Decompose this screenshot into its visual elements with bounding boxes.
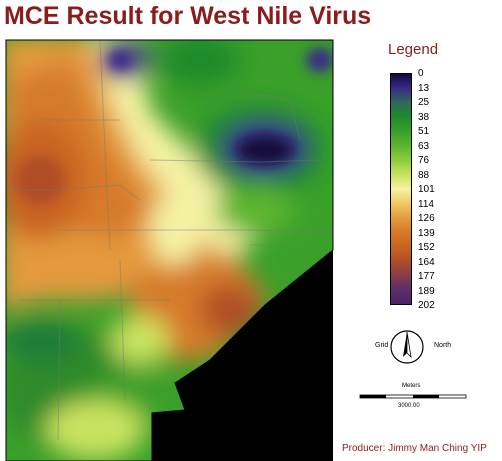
legend-label: 164 (418, 256, 435, 268)
legend-color-ramp (390, 73, 412, 305)
legend-title: Legend (388, 41, 439, 58)
legend-label: 189 (418, 285, 435, 297)
legend-label: 38 (418, 111, 430, 123)
legend-label: 0 (418, 68, 424, 79)
scale-bar-icon (359, 394, 467, 399)
legend-label: 51 (418, 126, 430, 137)
compass-north-label: North (434, 342, 452, 349)
legend-label: 88 (418, 169, 430, 181)
page-title: MCE Result for West Nile Virus (4, 2, 372, 30)
legend-label: 25 (418, 97, 430, 108)
legend-label: 76 (418, 155, 430, 166)
scale-unit-label: Meters (402, 383, 421, 389)
north-arrow: Grid North (372, 327, 462, 367)
legend-label: 126 (418, 213, 435, 224)
legend-label: 202 (418, 300, 435, 311)
legend-label: 13 (418, 82, 430, 94)
legend-label: 63 (418, 140, 430, 152)
scale-value-label: 3000.00 (398, 403, 420, 409)
map-boundary (5, 39, 334, 461)
legend-label: 139 (418, 227, 435, 239)
compass-icon (390, 330, 424, 364)
legend-label: 152 (418, 242, 435, 253)
compass-grid-label: Grid (375, 342, 389, 349)
legend-label: 177 (418, 271, 435, 282)
scale-bar: Meters 3000.00 (358, 383, 468, 413)
legend-label: 114 (418, 198, 434, 210)
legend-label: 101 (418, 184, 435, 195)
producer-credit: Producer: Jimmy Man Ching YIP (342, 443, 487, 454)
